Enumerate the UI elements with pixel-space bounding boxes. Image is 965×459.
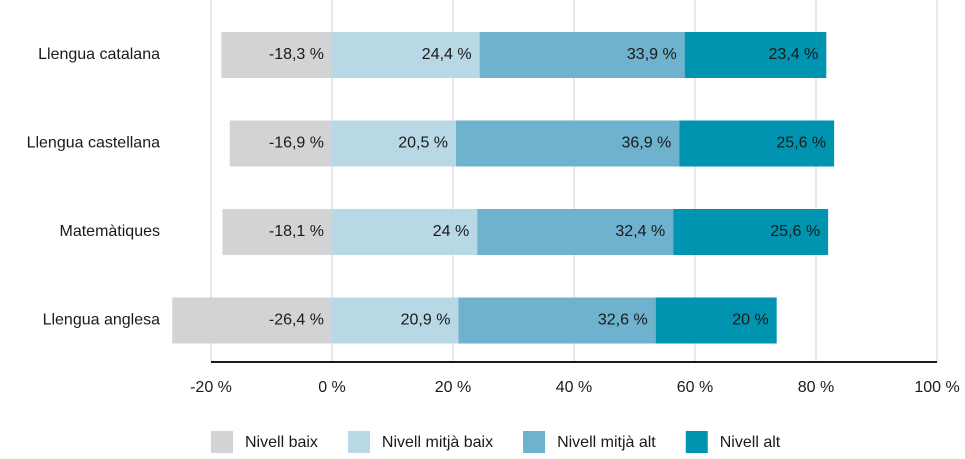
value-label: -16,9 % [269, 135, 324, 152]
value-label: 32,6 % [598, 312, 648, 329]
x-tick-label: 20 % [435, 379, 471, 396]
bar-segment [332, 297, 459, 344]
bar-segment [684, 32, 827, 78]
value-label: 23,4 % [768, 46, 818, 63]
x-tick-label: 100 % [914, 379, 959, 396]
value-label: 20 % [732, 312, 768, 329]
value-label: 33,9 % [627, 46, 677, 63]
x-tick-label: 0 % [318, 379, 346, 396]
bar-segment [673, 209, 829, 255]
legend-label: Nivell mitjà alt [557, 434, 656, 451]
legend-swatch [347, 431, 370, 453]
legend-label: Nivell baix [245, 434, 318, 451]
bar-segment [222, 209, 332, 255]
value-label: 20,5 % [398, 135, 448, 152]
bar-segment [332, 209, 478, 255]
legend-label: Nivell alt [720, 434, 781, 451]
category-label: Llengua catalana [38, 46, 160, 63]
x-tick-label: 40 % [556, 379, 592, 396]
bar-segment [456, 120, 680, 167]
legend-swatch [523, 431, 546, 453]
value-label: -18,1 % [269, 223, 324, 240]
bar-segment [229, 120, 332, 167]
bar-segment [172, 297, 332, 344]
bar-segment [679, 120, 835, 167]
legend-swatch [685, 431, 708, 453]
bar-segment [479, 32, 685, 78]
bar-segment [477, 209, 674, 255]
value-label: 25,6 % [770, 223, 820, 240]
legend-swatch [211, 431, 233, 453]
value-label: 32,4 % [615, 223, 665, 240]
bar-segment [332, 120, 457, 167]
x-tick-label: -20 % [190, 379, 232, 396]
bar-segment [655, 297, 777, 344]
category-label: Llengua anglesa [43, 312, 161, 329]
value-label: 24,4 % [422, 46, 472, 63]
bar-segment [458, 297, 656, 344]
x-tick-label: 60 % [677, 379, 713, 396]
value-label: 36,9 % [621, 135, 671, 152]
value-label: 24 % [433, 223, 469, 240]
category-label: Llengua castellana [27, 135, 161, 152]
bar-segment [221, 32, 332, 78]
value-label: -18,3 % [269, 46, 324, 63]
bar-segment [332, 32, 480, 78]
legend-label: Nivell mitjà baix [382, 434, 493, 451]
value-label: -26,4 % [269, 312, 324, 329]
x-tick-label: 80 % [798, 379, 834, 396]
value-label: 25,6 % [776, 135, 826, 152]
category-label: Matemàtiques [60, 223, 161, 240]
value-label: 20,9 % [401, 312, 451, 329]
